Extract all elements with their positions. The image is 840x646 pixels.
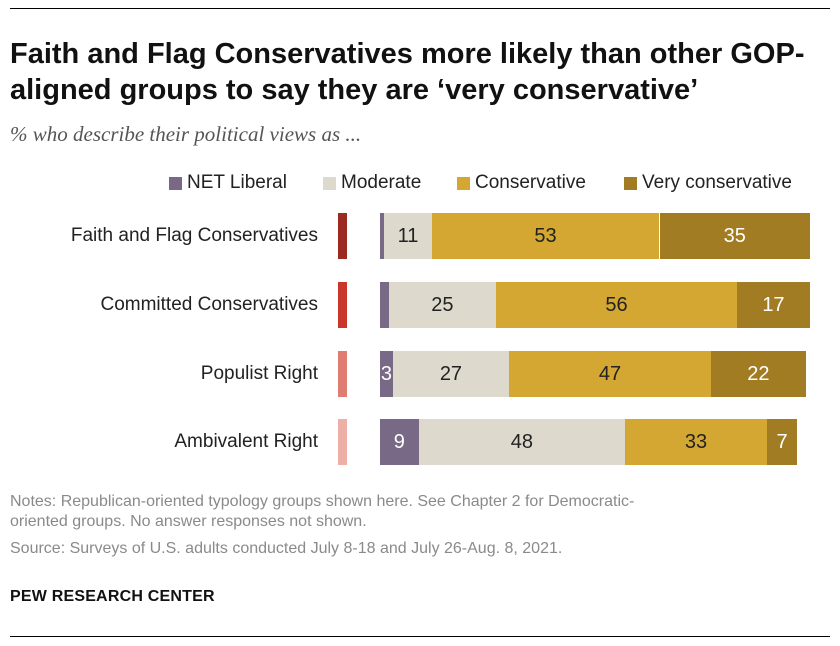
bar-very-conservative-ambivalent-right: 7	[767, 419, 798, 465]
legend-swatch-conservative	[457, 176, 470, 190]
data-label: 25	[431, 293, 454, 316]
data-label: 33	[684, 430, 708, 453]
bar-conservative-ambivalent-right: 33	[625, 419, 767, 465]
data-label: 56	[605, 293, 628, 316]
bar-moderate-populist-right: 27	[392, 351, 509, 397]
legend-swatch-net-liberal	[169, 176, 182, 190]
bar-very-conservative-populist-right: 22	[711, 351, 806, 397]
bar-conservative-faith-and-flag-conservatives: 53	[431, 213, 660, 259]
category-label-ambivalent-right: Ambivalent Right	[174, 431, 318, 452]
category-label-committed-conservatives: Committed Conservatives	[100, 294, 318, 315]
data-label: 17	[762, 293, 785, 316]
bar-very-conservative-committed-conservatives: 17	[736, 282, 810, 328]
data-label: 22	[747, 362, 770, 385]
legend-swatch-very-conservative	[624, 176, 637, 190]
chart-notes: Notes: Republican-oriented typology grou…	[10, 492, 634, 532]
data-label: 3	[380, 362, 392, 385]
data-label: 9	[393, 430, 405, 453]
legend-swatch-moderate	[323, 176, 336, 190]
notes-line-1: Notes: Republican-oriented typology grou…	[10, 493, 635, 510]
chart-source: Source: Surveys of U.S. adults conducted…	[10, 540, 563, 557]
legend-item-moderate: Moderate	[323, 172, 421, 194]
notes-line-2: oriented groups. No answer responses not…	[10, 513, 367, 530]
chart-title: Faith and Flag Conservatives more likely…	[10, 38, 805, 106]
bar-moderate-ambivalent-right: 48	[418, 419, 626, 465]
bar-net-liberal-populist-right: 3	[380, 351, 393, 397]
data-label: 27	[439, 362, 463, 385]
category-accent-ambivalent-right	[338, 419, 347, 465]
bar-conservative-populist-right: 47	[509, 351, 712, 397]
bar-conservative-committed-conservatives: 56	[496, 282, 737, 328]
data-label: 35	[723, 224, 746, 247]
bar-net-liberal-faith-and-flag-conservatives	[380, 213, 385, 259]
legend-label-net-liberal: NET Liberal	[187, 172, 287, 193]
category-label-populist-right: Populist Right	[200, 363, 318, 384]
legend-label-moderate: Moderate	[341, 172, 422, 193]
legend-item-very-conservative: Very conservative	[624, 172, 792, 194]
legend-label-conservative: Conservative	[475, 172, 586, 193]
legend-label-very-conservative: Very conservative	[642, 172, 792, 193]
org-name: PEW RESEARCH CENTER	[10, 588, 215, 605]
bar-moderate-faith-and-flag-conservatives: 11	[384, 213, 432, 259]
data-label: 47	[598, 362, 622, 385]
legend-item-net-liberal: NET Liberal	[169, 172, 287, 194]
category-accent-faith-and-flag-conservatives	[338, 213, 347, 259]
bar-very-conservative-faith-and-flag-conservatives: 35	[659, 213, 810, 259]
data-label: 53	[534, 224, 557, 247]
data-label: 11	[397, 224, 419, 247]
data-label: 48	[510, 430, 533, 453]
legend-item-conservative: Conservative	[457, 172, 586, 194]
chart-subtitle: % who describe their political views as …	[10, 122, 362, 146]
bar-net-liberal-committed-conservatives	[380, 282, 389, 328]
bar-net-liberal-ambivalent-right: 9	[380, 419, 419, 465]
chart-legend: NET Liberal Moderate Conservative Very c…	[0, 172, 840, 196]
category-accent-committed-conservatives	[338, 282, 347, 328]
category-accent-populist-right	[338, 351, 347, 397]
data-label: 7	[776, 430, 788, 453]
bottom-rule	[10, 636, 830, 637]
bar-moderate-committed-conservatives: 25	[388, 282, 497, 328]
top-rule	[10, 8, 830, 9]
category-label-faith-and-flag-conservatives: Faith and Flag Conservatives	[70, 225, 318, 246]
